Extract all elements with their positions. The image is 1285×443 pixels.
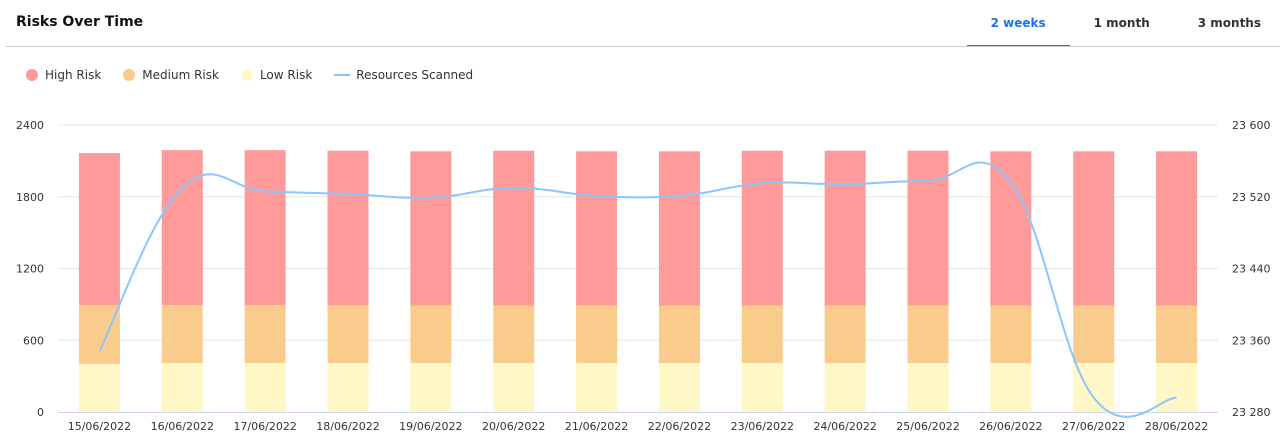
header-divider bbox=[6, 46, 1280, 47]
bar-high-risk bbox=[410, 151, 452, 306]
bar-high-risk bbox=[824, 150, 866, 306]
bar-medium-risk bbox=[244, 304, 286, 363]
bar-medium-risk bbox=[327, 305, 369, 363]
bar-low-risk bbox=[327, 362, 369, 412]
bar-low-risk bbox=[741, 362, 783, 412]
bar-medium-risk bbox=[658, 305, 700, 363]
legend-label: High Risk bbox=[45, 68, 102, 82]
time-range-tabs: 2 weeks 1 month 3 months bbox=[966, 0, 1285, 47]
right-axis-tick: 23 440 bbox=[1232, 263, 1271, 276]
left-axis-tick: 2400 bbox=[16, 119, 44, 132]
bar-low-risk bbox=[658, 362, 700, 412]
bar-low-risk bbox=[161, 362, 203, 412]
legend-label: Resources Scanned bbox=[356, 68, 474, 82]
x-axis-tick: 23/06/2022 bbox=[731, 420, 794, 433]
legend-low-risk[interactable]: Low Risk bbox=[240, 68, 313, 82]
bar-medium-risk bbox=[741, 305, 783, 363]
bar-high-risk bbox=[658, 151, 700, 306]
right-axis-tick: 23 520 bbox=[1232, 191, 1271, 204]
bar-high-risk bbox=[741, 150, 783, 306]
x-axis-tick: 15/06/2022 bbox=[68, 420, 131, 433]
x-axis-tick: 18/06/2022 bbox=[316, 420, 379, 433]
bar-high-risk bbox=[244, 150, 286, 305]
x-axis-tick: 28/06/2022 bbox=[1145, 420, 1208, 433]
bar-low-risk bbox=[244, 362, 286, 412]
bar-high-risk bbox=[576, 151, 618, 306]
bar-medium-risk bbox=[907, 305, 949, 363]
x-axis-tick: 22/06/2022 bbox=[648, 420, 711, 433]
bar-low-risk bbox=[576, 362, 618, 412]
bar-high-risk bbox=[990, 151, 1032, 306]
bar-low-risk bbox=[493, 362, 535, 412]
x-axis-tick: 19/06/2022 bbox=[399, 420, 462, 433]
left-axis-tick: 600 bbox=[23, 334, 44, 347]
bar-low-risk bbox=[824, 362, 866, 412]
legend-label: Medium Risk bbox=[142, 68, 219, 82]
bar-medium-risk bbox=[990, 305, 1032, 363]
bar-low-risk bbox=[907, 362, 949, 412]
bar-medium-risk bbox=[824, 305, 866, 363]
legend-high-risk[interactable]: High Risk bbox=[26, 68, 101, 82]
bar-medium-risk bbox=[78, 304, 120, 365]
bar-medium-risk bbox=[1073, 305, 1115, 363]
high-risk-swatch bbox=[26, 69, 38, 81]
page-title: Risks Over Time bbox=[16, 14, 144, 30]
bar-high-risk bbox=[1073, 151, 1115, 306]
left-axis-tick: 1800 bbox=[16, 191, 44, 204]
bar-high-risk bbox=[493, 150, 535, 306]
legend-resources-scanned[interactable]: Resources Scanned bbox=[334, 68, 473, 82]
bar-medium-risk bbox=[493, 305, 535, 363]
x-axis-tick: 27/06/2022 bbox=[1062, 420, 1125, 433]
bar-low-risk bbox=[1156, 362, 1198, 412]
bar-medium-risk bbox=[576, 305, 618, 363]
tab-1-month[interactable]: 1 month bbox=[1093, 16, 1150, 30]
legend-label: Low Risk bbox=[259, 68, 313, 82]
bar-high-risk bbox=[1156, 151, 1198, 306]
right-axis-tick: 23 280 bbox=[1232, 406, 1271, 419]
bar-high-risk bbox=[161, 150, 203, 305]
right-axis-tick: 23 360 bbox=[1232, 334, 1271, 347]
bar-high-risk bbox=[78, 153, 120, 305]
tab-3-months[interactable]: 3 months bbox=[1197, 16, 1261, 30]
bar-medium-risk bbox=[410, 305, 452, 363]
x-axis-tick: 20/06/2022 bbox=[482, 420, 545, 433]
bar-high-risk bbox=[907, 150, 949, 306]
bar-medium-risk bbox=[1156, 305, 1198, 363]
left-axis-tick: 0 bbox=[37, 406, 44, 419]
bar-high-risk bbox=[327, 150, 369, 306]
chart-legend: High Risk Medium Risk Low Risk Resources… bbox=[26, 68, 495, 82]
legend-medium-risk[interactable]: Medium Risk bbox=[123, 68, 219, 82]
x-axis-tick: 17/06/2022 bbox=[233, 420, 296, 433]
left-axis-tick: 1200 bbox=[16, 263, 44, 276]
x-axis-tick: 24/06/2022 bbox=[813, 420, 876, 433]
resources-scanned-swatch bbox=[334, 74, 351, 76]
x-axis-tick: 16/06/2022 bbox=[151, 420, 214, 433]
right-axis-tick: 23 600 bbox=[1232, 119, 1271, 132]
bar-low-risk bbox=[78, 364, 120, 412]
x-axis-tick: 21/06/2022 bbox=[565, 420, 628, 433]
bar-medium-risk bbox=[161, 304, 203, 363]
medium-risk-swatch bbox=[123, 69, 136, 81]
x-axis-tick: 26/06/2022 bbox=[979, 420, 1042, 433]
bar-low-risk bbox=[410, 362, 452, 412]
x-axis-tick: 25/06/2022 bbox=[896, 420, 959, 433]
low-risk-swatch bbox=[240, 69, 253, 81]
bar-low-risk bbox=[990, 362, 1032, 412]
